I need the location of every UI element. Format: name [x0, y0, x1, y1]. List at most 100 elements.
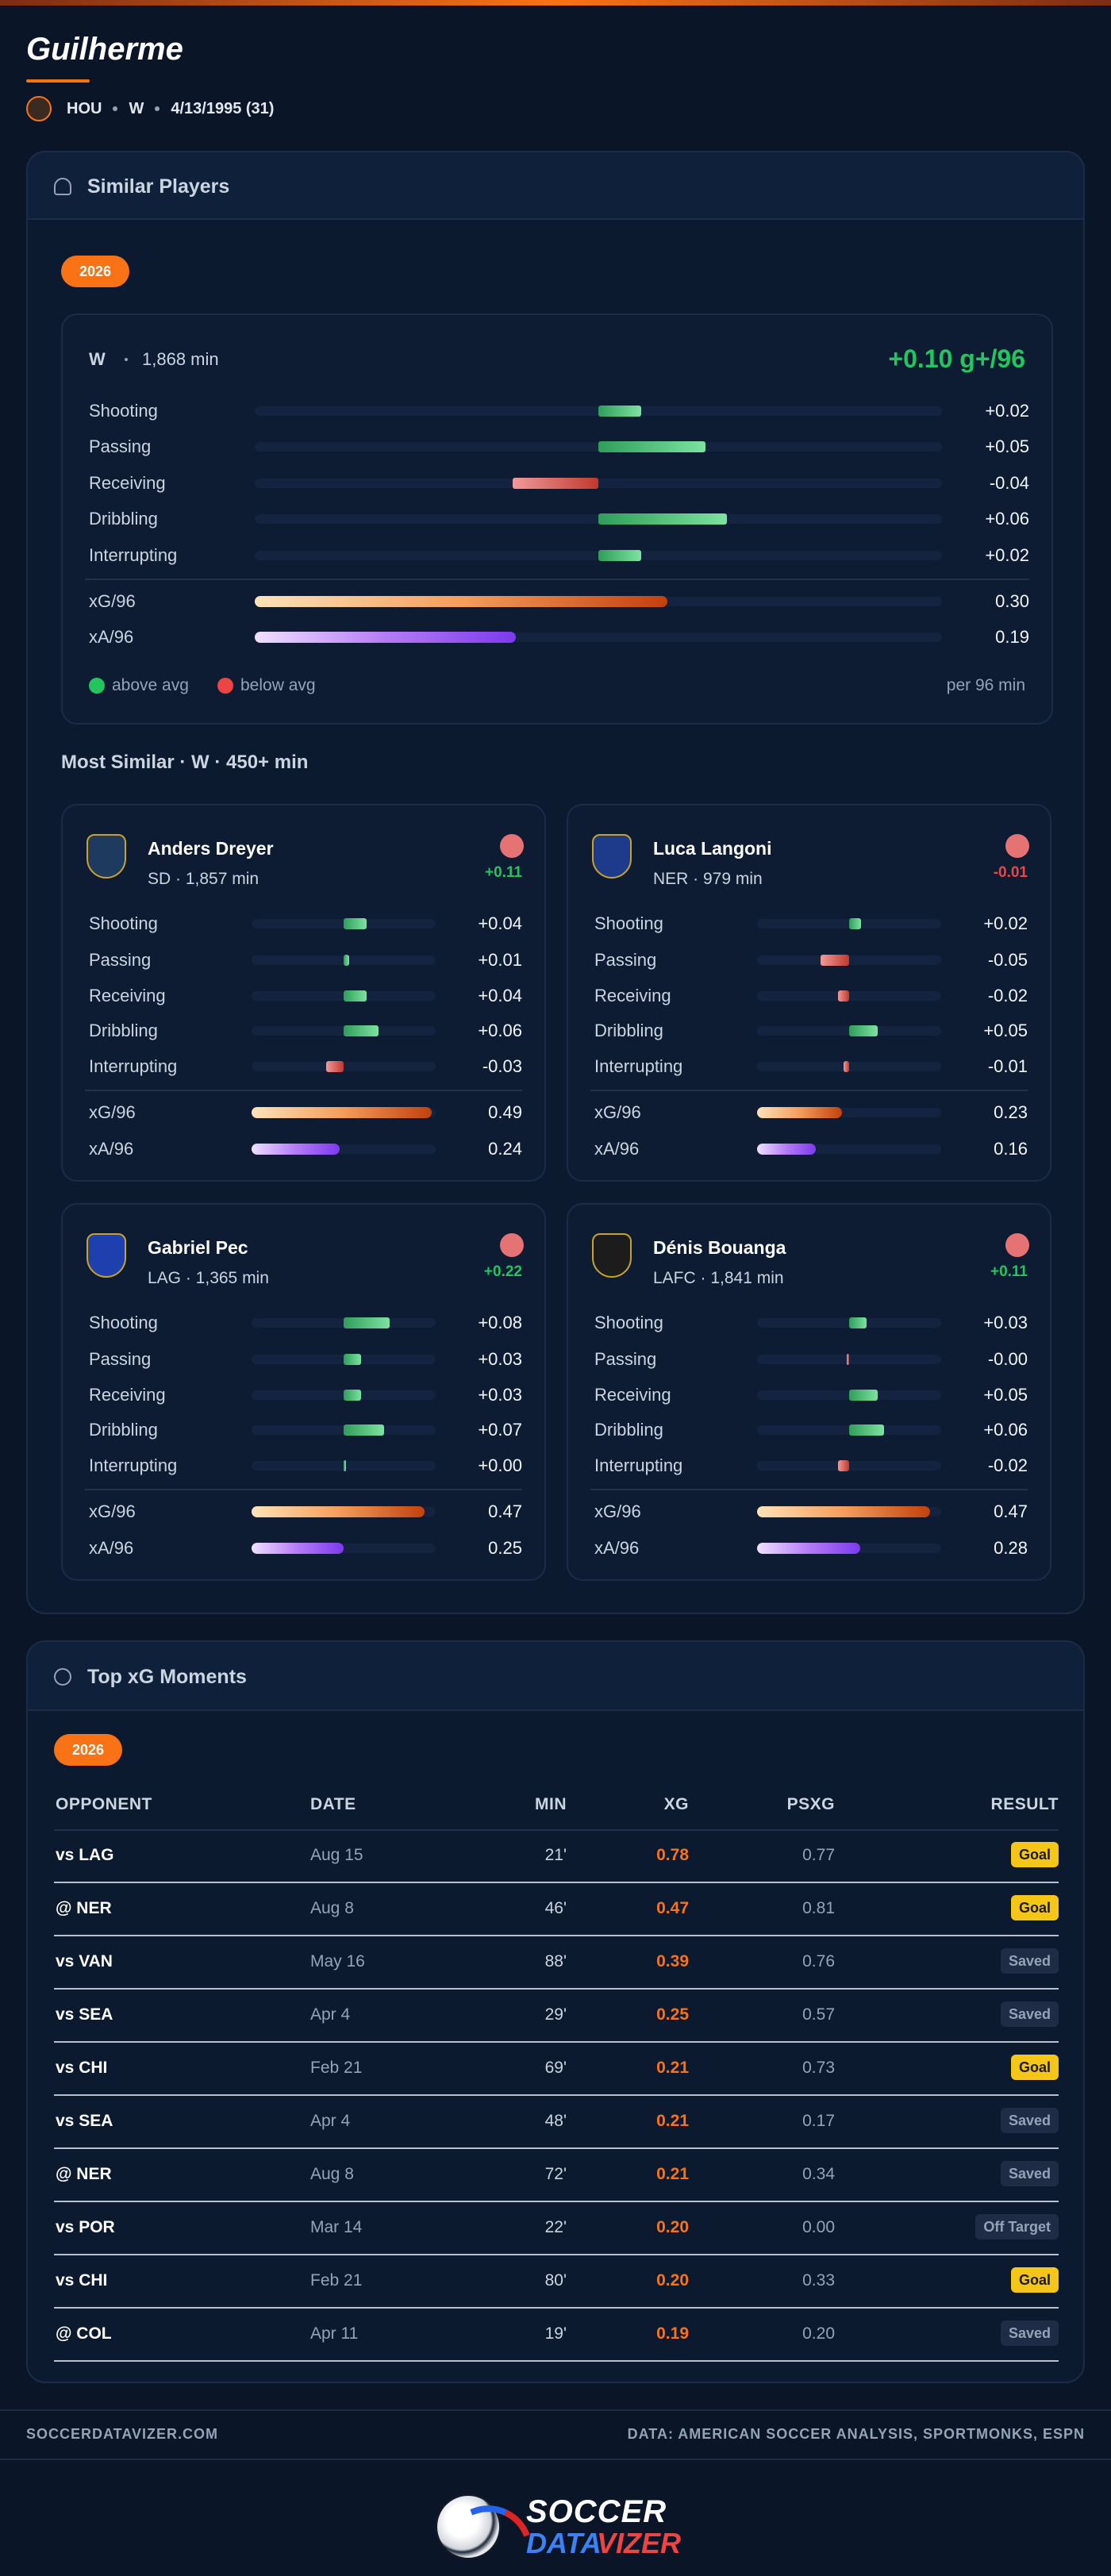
- row-rule: [54, 2094, 1059, 2096]
- meta-item: 4/13/1995 (31): [171, 99, 275, 117]
- metric-bar: [344, 1025, 379, 1036]
- bar-track: [757, 1062, 941, 1071]
- panel-title: Similar Players: [87, 175, 230, 198]
- metric-bar: [344, 955, 350, 966]
- table-cell: 0.81: [802, 1899, 835, 1917]
- table-cell: Aug 15: [310, 1846, 363, 1865]
- metric-value: 0.19: [995, 627, 1029, 648]
- table-cell: 19': [544, 2324, 567, 2343]
- xg-bar: [757, 1107, 842, 1118]
- metric-name: Passing: [89, 950, 152, 971]
- player-score: +0.22: [483, 1263, 522, 1280]
- meta-item: W: [129, 99, 144, 117]
- table-cell: 0.77: [802, 1846, 835, 1864]
- metric-name: xG/96: [89, 1102, 136, 1123]
- metric-bar: [512, 478, 598, 489]
- metric-name: Receiving: [594, 986, 671, 1006]
- metric-bar: [344, 918, 367, 929]
- player-score: +0.11: [990, 1263, 1028, 1280]
- metric-value: -0.02: [987, 986, 1028, 1006]
- row-rule: [54, 2254, 1059, 2255]
- logo-text: VIZER: [597, 2527, 682, 2560]
- metric-name: Shooting: [594, 913, 663, 934]
- result-badge: Saved: [1000, 2320, 1059, 2346]
- metric-name: xA/96: [89, 627, 134, 648]
- xg-bar: [252, 1543, 344, 1554]
- team-crest: [592, 1233, 632, 1278]
- metric-value: 0.25: [488, 1538, 522, 1559]
- season-pill: 2026: [61, 256, 129, 287]
- metric-name: xA/96: [594, 1139, 640, 1159]
- column-header: DATE: [310, 1795, 356, 1814]
- legend-note: per 96 min: [946, 676, 1025, 695]
- table-cell: 0.20: [656, 2271, 689, 2290]
- table-cell: vs VAN: [56, 1952, 113, 1971]
- divider: [85, 1489, 522, 1490]
- metric-bar: [344, 1460, 346, 1471]
- player-info: LAFC · 1,841 min: [653, 1269, 784, 1288]
- badge-cell: Goal: [821, 1842, 1059, 1869]
- panel-header: [28, 152, 1083, 220]
- metric-value: 0.47: [488, 1501, 522, 1522]
- table-cell: 0.33: [802, 2271, 835, 2290]
- table-cell: 0.34: [802, 2165, 835, 2183]
- metric-bar: [344, 990, 367, 1002]
- title-underline: [26, 79, 90, 83]
- table-cell: Apr 4: [310, 2005, 351, 2024]
- legend-dot: [89, 678, 105, 694]
- status-dot: [500, 834, 524, 858]
- metric-value: -0.03: [482, 1056, 522, 1077]
- metric-value: -0.04: [989, 473, 1029, 494]
- result-badge: Saved: [1000, 1948, 1059, 1974]
- table-cell: vs SEA: [56, 2112, 113, 2131]
- metric-value: -0.05: [987, 950, 1028, 971]
- metric-name: xG/96: [594, 1102, 641, 1123]
- profile-minutes: 1,868 min: [142, 349, 219, 370]
- bar-track: [757, 1355, 941, 1364]
- logo-text: DATA: [526, 2527, 602, 2560]
- meta-dot: [155, 106, 160, 111]
- metric-value: +0.05: [983, 1021, 1028, 1041]
- logo-ball: [435, 2493, 502, 2560]
- metric-name: Dribbling: [89, 1021, 158, 1041]
- table-cell: vs LAG: [56, 1846, 114, 1865]
- metric-name: Interrupting: [594, 1056, 683, 1077]
- metric-name: Receiving: [594, 1385, 671, 1405]
- metric-value: +0.03: [478, 1385, 522, 1405]
- metric-bar: [849, 918, 861, 929]
- player-info: SD · 1,857 min: [148, 870, 259, 889]
- table-cell: Feb 21: [310, 2271, 363, 2290]
- table-cell: 0.47: [656, 1899, 689, 1917]
- legend-dot: [217, 678, 233, 694]
- metric-bar: [344, 1317, 390, 1328]
- table-cell: Aug 8: [310, 2165, 354, 2184]
- metric-value: +0.03: [983, 1313, 1028, 1333]
- xg-bar: [252, 1144, 340, 1155]
- metric-value: +0.03: [478, 1349, 522, 1370]
- status-dot: [1005, 834, 1029, 858]
- bar-track: [757, 955, 941, 965]
- metric-value: 0.24: [488, 1139, 522, 1159]
- table-cell: 69': [544, 2059, 567, 2077]
- top-accent: [0, 0, 1111, 6]
- badge-cell: Goal: [821, 1895, 1059, 1922]
- status-dot: [500, 1233, 524, 1257]
- player-score: -0.01: [993, 863, 1028, 881]
- table-cell: @ COL: [56, 2324, 112, 2343]
- metric-name: Shooting: [89, 913, 158, 934]
- footer-rule: [0, 2459, 1111, 2460]
- bar-track: [757, 991, 941, 1001]
- profile-card: W 1,868 min +0.10 g+/96 Shooting +0.02 Passin…: [61, 313, 1053, 725]
- result-badge: Saved: [1000, 2108, 1059, 2133]
- player-card: Luca Langoni NER · 979 min -0.01 Shooting +0…: [567, 804, 1051, 1182]
- metric-value: +0.02: [985, 545, 1029, 566]
- table-cell: 72': [544, 2165, 567, 2183]
- badge-cell: Goal: [821, 2055, 1059, 2082]
- row-rule: [54, 1882, 1059, 1883]
- result-badge: Off Target: [975, 2214, 1059, 2240]
- metric-name: Passing: [89, 436, 152, 457]
- header-icon: [54, 1667, 71, 1686]
- player-name: Dénis Bouanga: [653, 1236, 786, 1258]
- meta-dot: [125, 358, 128, 361]
- section-subtitle: Most Similar · W · 450+ min: [61, 751, 309, 773]
